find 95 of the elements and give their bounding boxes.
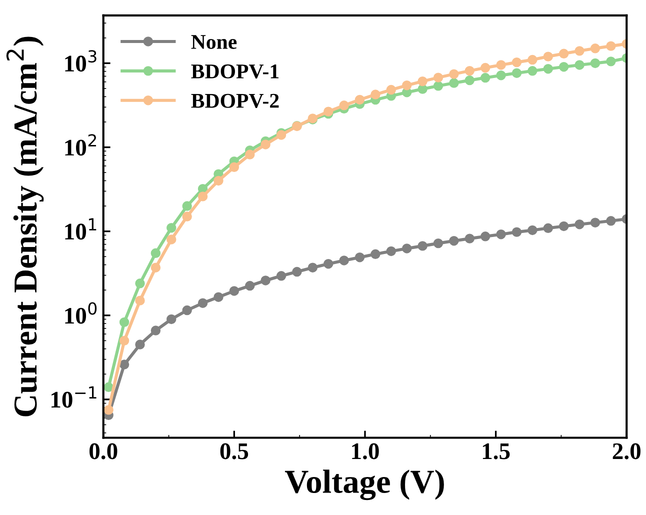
point bbox=[418, 84, 428, 94]
point bbox=[449, 69, 459, 79]
point bbox=[512, 68, 522, 78]
point bbox=[386, 246, 396, 256]
point bbox=[402, 244, 412, 254]
point bbox=[292, 266, 302, 277]
point bbox=[496, 70, 506, 80]
point bbox=[166, 222, 176, 233]
point bbox=[543, 223, 553, 234]
point bbox=[464, 66, 475, 76]
point bbox=[135, 278, 145, 288]
point bbox=[119, 360, 130, 370]
point bbox=[480, 62, 490, 73]
point bbox=[354, 94, 365, 105]
point bbox=[245, 150, 255, 160]
point bbox=[496, 60, 506, 70]
point bbox=[182, 212, 192, 222]
point bbox=[354, 252, 365, 262]
point bbox=[528, 54, 538, 65]
x-tick-label: 1.0 bbox=[352, 443, 379, 460]
point bbox=[590, 218, 600, 228]
point bbox=[528, 66, 538, 76]
point bbox=[229, 286, 240, 296]
point bbox=[543, 64, 553, 74]
point bbox=[590, 58, 600, 68]
point bbox=[308, 262, 318, 272]
point bbox=[182, 201, 192, 211]
x-tick-label: 2.0 bbox=[612, 443, 640, 460]
point bbox=[198, 192, 208, 202]
point bbox=[558, 48, 569, 58]
point bbox=[229, 162, 240, 172]
point bbox=[543, 52, 553, 62]
point bbox=[276, 271, 286, 281]
point bbox=[339, 256, 349, 266]
point bbox=[574, 46, 584, 56]
point bbox=[449, 236, 459, 246]
point bbox=[418, 76, 428, 86]
point bbox=[590, 44, 600, 54]
point bbox=[464, 75, 475, 86]
point bbox=[150, 326, 161, 336]
point bbox=[528, 225, 538, 236]
legend-label: BDOPV-2 bbox=[191, 94, 279, 108]
legend-label: BDOPV-1 bbox=[191, 64, 279, 79]
point bbox=[512, 57, 522, 68]
x-tick-label: 1.5 bbox=[482, 443, 510, 460]
point bbox=[512, 227, 522, 237]
point bbox=[558, 221, 569, 232]
point bbox=[214, 176, 224, 186]
legend-label: None bbox=[191, 35, 237, 49]
point bbox=[433, 81, 444, 91]
point bbox=[260, 140, 270, 150]
point bbox=[119, 336, 130, 346]
point bbox=[150, 248, 161, 258]
point bbox=[135, 340, 145, 350]
point bbox=[119, 317, 130, 328]
point bbox=[606, 41, 616, 51]
point bbox=[480, 232, 490, 242]
point bbox=[135, 296, 145, 306]
point bbox=[166, 314, 176, 324]
x-axis-title: Voltage (V) bbox=[284, 470, 444, 500]
point bbox=[480, 72, 490, 83]
y-axis-title: Current Density (mA/cm$^{2}$) bbox=[6, 36, 44, 416]
y-tick-label: 10$^{0}$ bbox=[65, 302, 97, 324]
point bbox=[260, 276, 270, 286]
point bbox=[214, 292, 224, 302]
point bbox=[150, 262, 161, 272]
y-tick-label: 10$^{3}$ bbox=[65, 50, 96, 72]
point bbox=[574, 60, 584, 70]
point bbox=[370, 90, 380, 100]
point bbox=[370, 249, 380, 260]
point bbox=[606, 56, 616, 66]
point bbox=[198, 298, 208, 308]
point bbox=[104, 405, 114, 415]
point bbox=[245, 280, 255, 291]
point bbox=[449, 78, 459, 88]
point bbox=[433, 238, 444, 248]
point bbox=[496, 230, 506, 240]
point bbox=[402, 80, 412, 90]
point bbox=[433, 72, 444, 82]
x-tick-label: 0.0 bbox=[90, 443, 118, 460]
y-tick-label: 10$^{−1}$ bbox=[52, 386, 96, 408]
point bbox=[558, 62, 569, 72]
point bbox=[606, 216, 616, 226]
point bbox=[464, 234, 475, 244]
point bbox=[166, 234, 176, 244]
x-tick-label: 0.5 bbox=[220, 443, 248, 460]
point bbox=[386, 84, 396, 95]
point bbox=[339, 100, 349, 110]
point bbox=[574, 220, 584, 230]
point bbox=[182, 305, 192, 316]
y-tick-label: 10$^{1}$ bbox=[65, 218, 96, 240]
y-tick-label: 10$^{2}$ bbox=[65, 134, 96, 156]
point bbox=[324, 259, 334, 269]
point bbox=[324, 106, 334, 116]
point bbox=[418, 241, 428, 251]
